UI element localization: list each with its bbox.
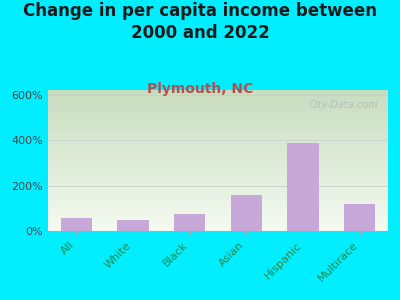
Bar [61,218,92,231]
Bar [344,204,375,231]
Bar [174,214,205,231]
Text: City-Data.com: City-Data.com [308,100,378,110]
Bar [118,220,148,231]
Bar [231,195,262,231]
Bar [288,143,318,231]
Text: Change in per capita income between
2000 and 2022: Change in per capita income between 2000… [23,2,377,42]
Text: Plymouth, NC: Plymouth, NC [147,82,253,97]
